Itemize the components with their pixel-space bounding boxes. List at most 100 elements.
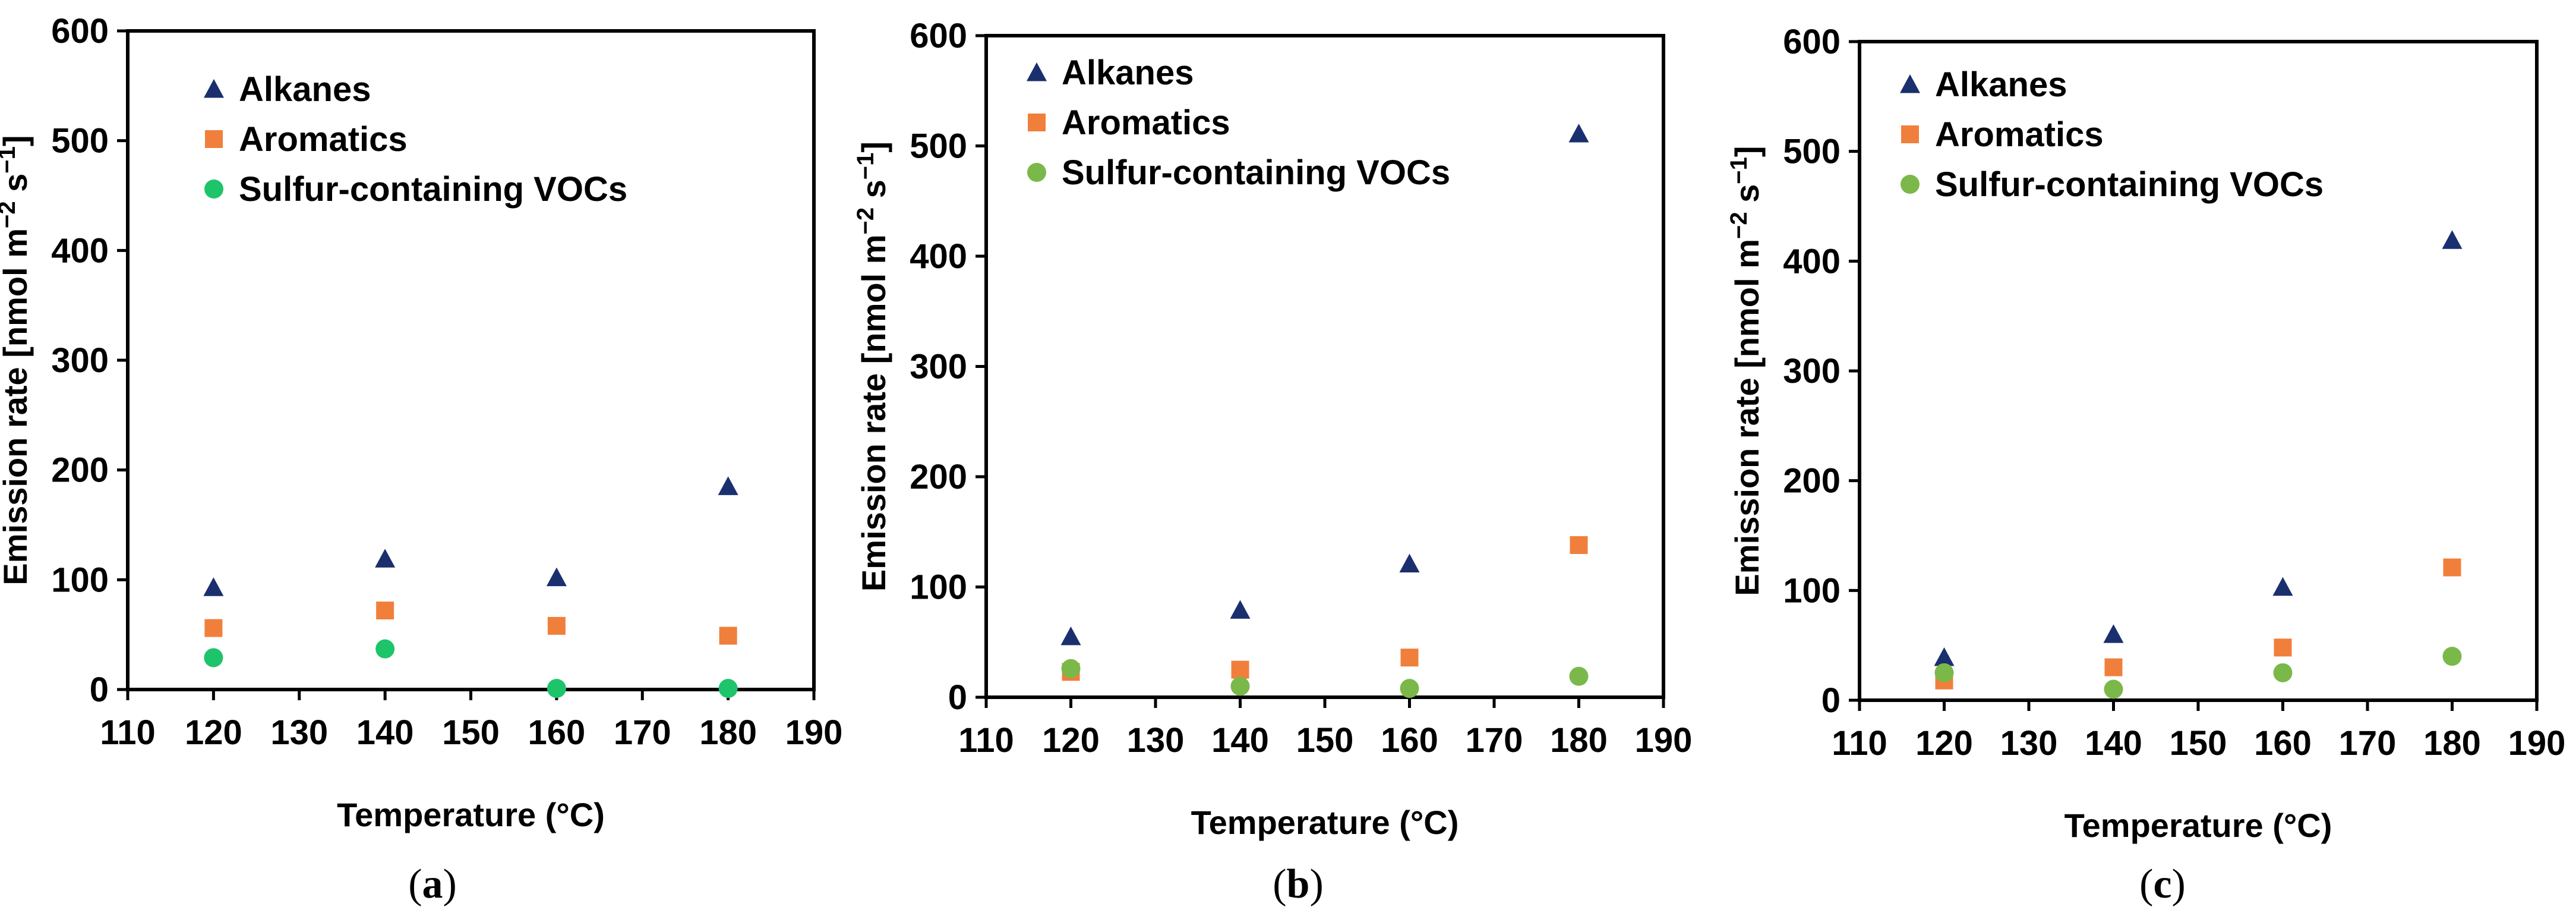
caption-part: ( [1273, 861, 1286, 907]
y-axis-label: Emission rate [nmol m−2 s−1] [0, 135, 34, 585]
y-axis-label-part: ] [855, 141, 892, 153]
data-point-alkanes [2272, 577, 2293, 596]
x-tick-label: 150 [442, 713, 500, 752]
data-point-sulfur-containing-vocs [2273, 663, 2293, 682]
legend-marker [1027, 62, 1047, 81]
x-tick-label: 180 [699, 713, 757, 752]
x-tick-label: 130 [1127, 721, 1185, 760]
data-point-sulfur-containing-vocs [2442, 647, 2462, 666]
x-tick-label: 140 [356, 713, 414, 752]
y-tick-label: 200 [51, 451, 109, 490]
caption-part: c [2153, 861, 2171, 907]
legend-label: Aromatics [1062, 103, 1230, 142]
data-point-sulfur-containing-vocs [375, 639, 395, 659]
data-point-aromatics [2104, 658, 2123, 676]
chart-panel-a: 0 100 200 300 400 500 600 110 120 130 140 150 160 170… [0, 12, 842, 907]
legend-label: Alkanes [1935, 65, 2067, 104]
y-axis-label-part: s [0, 174, 34, 202]
data-point-aromatics [719, 627, 737, 645]
legend-marker [1901, 125, 1919, 143]
data-point-aromatics [547, 616, 566, 635]
y-tick-label: 300 [51, 341, 109, 380]
y-tick-label: 500 [910, 127, 967, 166]
legend-label: Sulfur-containing VOCs [1935, 165, 2324, 204]
legend-label: Aromatics [1935, 115, 2104, 154]
x-tick-label: 190 [2508, 724, 2566, 763]
data-point-aromatics [2443, 558, 2461, 577]
legend-marker [204, 79, 224, 98]
y-tick-label: 400 [1783, 242, 1841, 281]
y-axis-label: Emission rate [nmol m−2 s−1] [1726, 146, 1766, 596]
legend-marker [1028, 114, 1046, 131]
x-tick-label: 120 [1042, 721, 1100, 760]
data-point-sulfur-containing-vocs [2104, 679, 2123, 699]
y-tick-label: 600 [1783, 23, 1841, 61]
x-tick-label: 190 [1635, 721, 1693, 760]
y-tick-label: 400 [51, 231, 109, 270]
data-point-sulfur-containing-vocs [547, 679, 566, 698]
data-point-alkanes [1060, 626, 1081, 646]
data-point-alkanes [2442, 230, 2463, 249]
y-axis-label-part: s [855, 180, 892, 207]
caption-part: ) [443, 861, 457, 907]
x-tick-label: 120 [185, 713, 242, 752]
y-axis-label-part: ] [1728, 146, 1766, 157]
data-point-sulfur-containing-vocs [718, 679, 738, 698]
caption-part: b [1287, 861, 1310, 907]
x-tick-label: 140 [1211, 721, 1269, 760]
x-tick-label: 110 [1832, 724, 1887, 763]
y-axis-label-superscript: −1 [0, 146, 20, 174]
chart-panel-b: 0 100 200 300 400 500 600 110 120 130 140 150 160 170… [853, 17, 1692, 907]
y-axis-label-part: Emission rate [nmol m [1728, 239, 1766, 596]
x-tick-label: 160 [2254, 724, 2312, 763]
data-point-aromatics [376, 602, 394, 620]
x-tick-label: 120 [1915, 724, 1973, 763]
y-tick-label: 500 [51, 122, 109, 160]
x-tick-label: 130 [2000, 724, 2058, 763]
legend-label: Sulfur-containing VOCs [239, 170, 627, 209]
data-point-sulfur-containing-vocs [1061, 659, 1081, 678]
legend-marker [1027, 163, 1046, 182]
data-point-alkanes [2103, 624, 2124, 643]
y-axis-label-part: ] [0, 135, 34, 146]
y-tick-label: 200 [910, 458, 967, 496]
data-point-aromatics [1231, 660, 1249, 679]
data-point-sulfur-containing-vocs [1569, 666, 1589, 686]
legend-label: Sulfur-containing VOCs [1062, 153, 1450, 192]
data-point-aromatics [204, 619, 223, 637]
x-tick-label: 150 [1296, 721, 1354, 760]
y-axis-label-part: s [1728, 184, 1766, 212]
x-tick-label: 110 [100, 713, 156, 752]
caption-part: ) [1309, 861, 1323, 907]
y-axis-label-superscript: −2 [1726, 212, 1752, 239]
caption-part: ) [2172, 861, 2186, 907]
y-axis-label: Emission rate [nmol m−2 s−1] [853, 141, 892, 591]
y-tick-label: 600 [910, 17, 967, 55]
y-tick-label: 100 [910, 568, 967, 607]
data-point-alkanes [1399, 553, 1420, 572]
x-tick-label: 140 [2085, 724, 2142, 763]
x-tick-label: 170 [1466, 721, 1523, 760]
x-tick-label: 160 [528, 713, 585, 752]
data-point-alkanes [1568, 124, 1589, 143]
data-point-alkanes [1230, 600, 1251, 619]
legend-marker [205, 130, 223, 148]
y-tick-label: 200 [1783, 462, 1841, 501]
legend-marker [204, 180, 223, 199]
data-point-sulfur-containing-vocs [204, 648, 223, 668]
chart-panel-c: 0 100 200 300 400 500 600 110 120 130 140 150 160 170… [1726, 23, 2565, 907]
data-point-alkanes [718, 476, 738, 495]
y-tick-label: 300 [910, 348, 967, 386]
y-tick-label: 300 [1783, 352, 1841, 391]
y-axis-label-superscript: −2 [0, 201, 20, 228]
data-point-aromatics [1400, 649, 1419, 667]
data-point-sulfur-containing-vocs [1934, 663, 1954, 682]
data-point-alkanes [546, 567, 567, 587]
caption-part: a [422, 861, 443, 907]
caption-part: ( [408, 861, 422, 907]
data-point-alkanes [203, 577, 224, 596]
y-tick-label: 600 [51, 12, 109, 51]
y-axis-label-superscript: −1 [853, 153, 879, 180]
data-point-aromatics [1570, 536, 1588, 555]
